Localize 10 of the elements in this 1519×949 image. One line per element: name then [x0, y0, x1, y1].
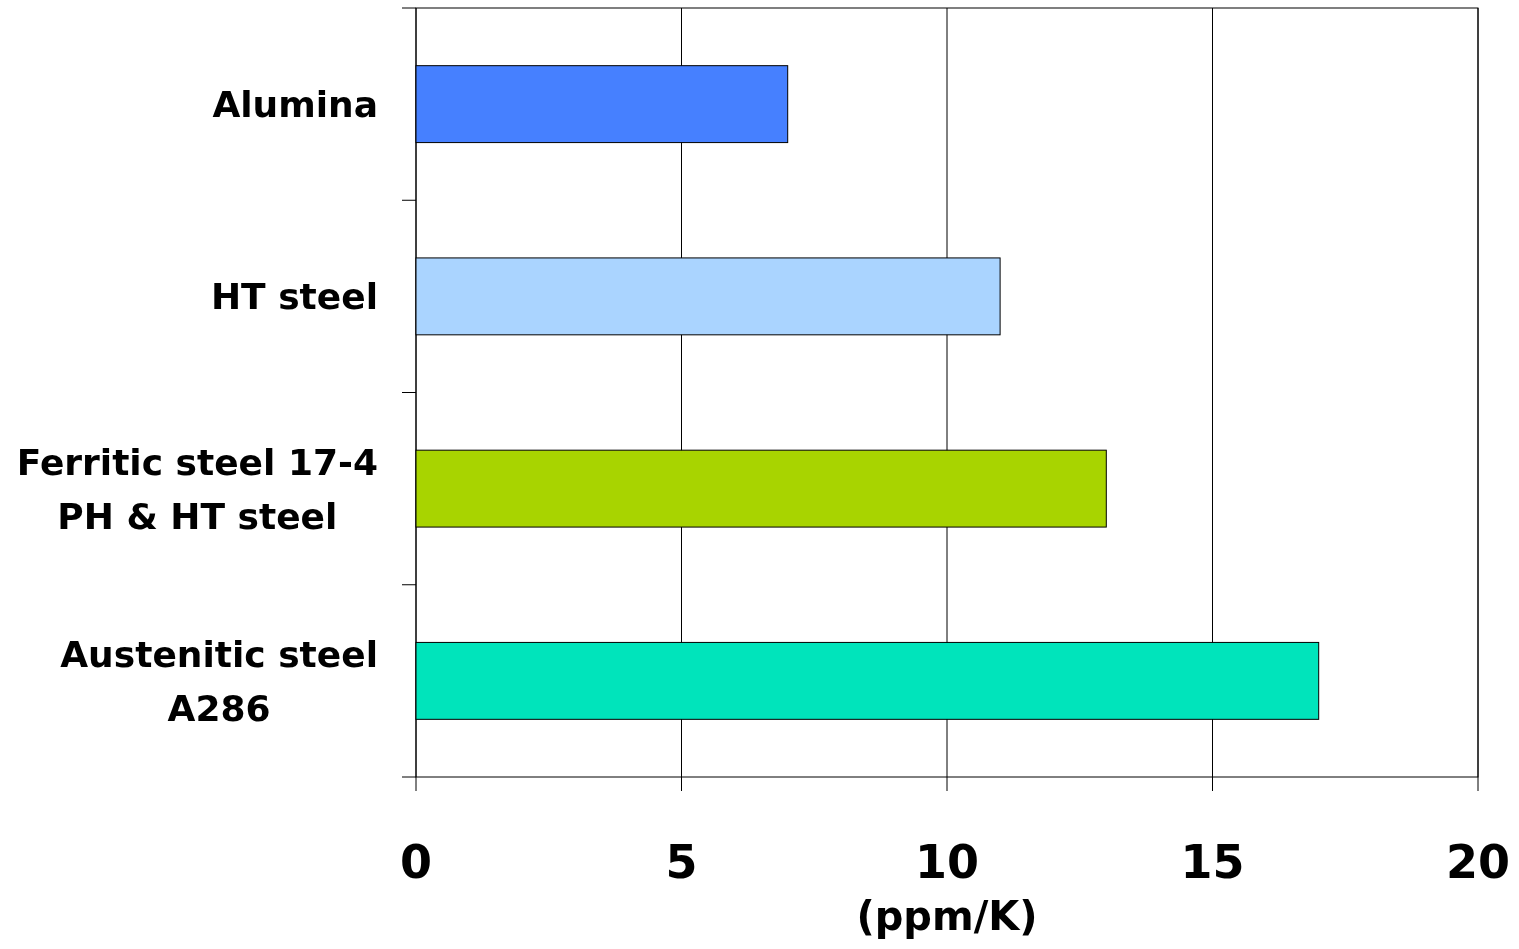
x-axis-title: (ppm/K) — [856, 893, 1038, 939]
x-tick-label: 20 — [1445, 835, 1511, 889]
y-tick-label: Austenitic steel A286 — [60, 633, 378, 729]
y-tick-label: Alumina — [212, 84, 378, 126]
x-tick-label: 5 — [665, 835, 698, 889]
y-tick-label: HT steel — [210, 276, 378, 318]
x-tick-label: 15 — [1180, 835, 1245, 889]
x-tick-label: 10 — [914, 835, 980, 889]
x-tick-label: 0 — [399, 835, 433, 889]
y-tick-label: Ferritic steel 17-4 PH & HT steel — [16, 441, 378, 537]
